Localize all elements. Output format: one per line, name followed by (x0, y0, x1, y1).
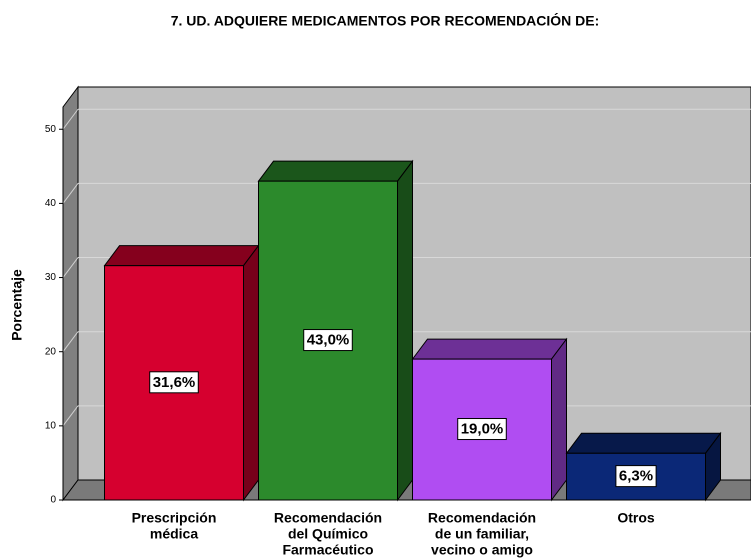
y-tick-label: 0 (50, 495, 56, 506)
bar-top (411, 338, 568, 360)
bar-top (103, 245, 260, 267)
grid-line (62, 183, 79, 204)
value-label: 31,6% (153, 374, 196, 391)
x-tick-label: Recomendación (274, 510, 382, 526)
bar-side (551, 337, 567, 502)
side-wall (62, 85, 79, 502)
grid-line (62, 331, 79, 352)
x-tick-label: de un familiar, (435, 526, 529, 542)
grid-line (62, 108, 79, 130)
bar-top (565, 432, 722, 454)
x-tick-label: médica (150, 526, 198, 542)
value-label-box (149, 371, 199, 394)
x-tick-label: del Químico (288, 526, 368, 542)
value-label: 43,0% (307, 332, 350, 349)
chart-title: 7. UD. ADQUIERE MEDICAMENTOS POR RECOMEN… (171, 12, 600, 29)
x-tick-label: Prescripción (132, 510, 217, 526)
x-tick-label: Farmacéutico (282, 542, 373, 558)
y-tick-label: 20 (45, 346, 57, 357)
y-tick-label: 40 (45, 198, 57, 209)
x-tick-label: Recomendación (428, 510, 536, 526)
y-axis-label: Porcentaje (9, 269, 25, 341)
value-label: 19,0% (461, 421, 504, 438)
value-label-box (457, 418, 507, 441)
x-tick-label: Otros (617, 510, 655, 526)
y-tick-label: 10 (45, 420, 57, 431)
value-label-box (615, 465, 657, 488)
y-tick-label: 30 (45, 272, 57, 283)
grid-line (62, 405, 79, 427)
bar-top (257, 160, 414, 182)
bar-side (397, 159, 413, 502)
x-tick-label: vecino o amigo (431, 542, 533, 558)
grid-line (62, 257, 79, 278)
value-label-box (303, 329, 353, 352)
bar-side (243, 244, 259, 502)
y-tick-label: 50 (45, 124, 57, 135)
value-label: 6,3% (619, 468, 653, 485)
